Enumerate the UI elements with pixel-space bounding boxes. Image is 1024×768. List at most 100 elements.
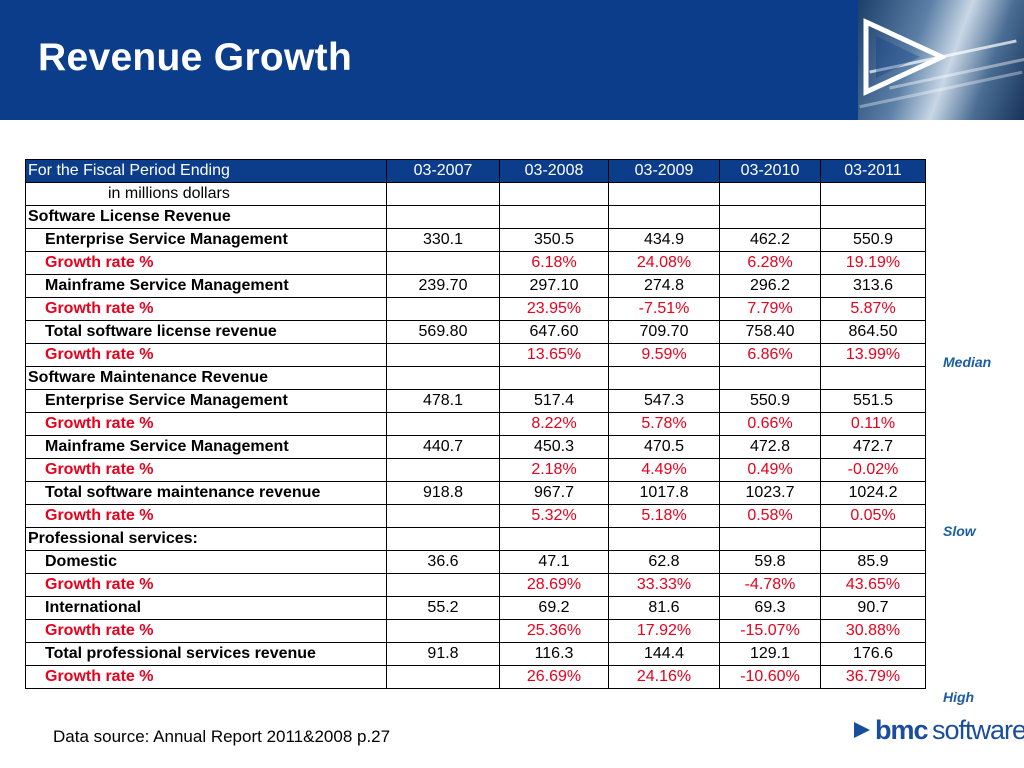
table-cell: 330.1 — [386, 228, 500, 252]
table-cell: 47.1 — [499, 550, 609, 574]
table-cell — [386, 366, 500, 390]
table-cell — [386, 182, 500, 206]
table-cell: 69.2 — [499, 596, 609, 620]
table-cell: 55.2 — [386, 596, 500, 620]
table-cell: 647.60 — [499, 320, 609, 344]
table-cell: 6.86% — [719, 343, 821, 367]
table-cell: 1024.2 — [820, 481, 926, 505]
table-cell: 0.11% — [820, 412, 926, 436]
table-cell: 176.6 — [820, 642, 926, 666]
table-cell: 472.8 — [719, 435, 821, 459]
column-header: 03-2008 — [499, 159, 609, 183]
table-cell: 450.3 — [499, 435, 609, 459]
column-header: 03-2010 — [719, 159, 821, 183]
revenue-table: For the Fiscal Period Ending 03-2007 03-… — [25, 159, 926, 689]
row-label: Growth rate % — [25, 619, 387, 643]
table-cell: 25.36% — [499, 619, 609, 643]
table-cell: 470.5 — [608, 435, 720, 459]
table-cell: 547.3 — [608, 389, 720, 413]
table-cell: 517.4 — [499, 389, 609, 413]
row-label: Growth rate % — [25, 343, 387, 367]
table-cell: -15.07% — [719, 619, 821, 643]
table-cell: 6.28% — [719, 251, 821, 275]
table-cell — [386, 412, 500, 436]
table-cell — [820, 366, 926, 390]
table-cell: 1017.8 — [608, 481, 720, 505]
table-row: Growth rate % 28.69% 33.33% -4.78% 43.65% — [25, 573, 926, 597]
table-cell: 297.10 — [499, 274, 609, 298]
table-row: Total professional services revenue 91.8 1… — [25, 642, 926, 666]
table-cell — [719, 205, 821, 229]
table-cell: 23.95% — [499, 297, 609, 321]
table-cell: 30.88% — [820, 619, 926, 643]
table-cell — [608, 182, 720, 206]
table-row: Mainframe Service Management 440.7 450.3 47… — [25, 435, 926, 459]
table-cell — [499, 527, 609, 551]
table-cell: 17.92% — [608, 619, 720, 643]
table-row: Total software maintenance revenue 918.8 9… — [25, 481, 926, 505]
table-row: Enterprise Service Management 478.1 517.4 5… — [25, 389, 926, 413]
table-cell: 918.8 — [386, 481, 500, 505]
table-cell — [386, 504, 500, 528]
table-cell: 91.8 — [386, 642, 500, 666]
table-cell: 5.18% — [608, 504, 720, 528]
table-cell: -7.51% — [608, 297, 720, 321]
row-label: Professional services: — [25, 527, 387, 551]
table-cell — [499, 205, 609, 229]
table-cell — [719, 182, 821, 206]
table-cell: 1023.7 — [719, 481, 821, 505]
column-header: 03-2009 — [608, 159, 720, 183]
logo-text-bold: bmc — [875, 715, 929, 745]
row-label: Growth rate % — [25, 297, 387, 321]
table-cell: 0.49% — [719, 458, 821, 482]
table-cell: 43.65% — [820, 573, 926, 597]
table-cell — [386, 619, 500, 643]
row-label: Domestic — [25, 550, 387, 574]
table-cell — [386, 205, 500, 229]
table-cell: 7.79% — [719, 297, 821, 321]
table-cell: 116.3 — [499, 642, 609, 666]
table-body: in millions dollars Software License Reve… — [25, 182, 926, 689]
row-label: Software Maintenance Revenue — [25, 366, 387, 390]
table-cell: 239.70 — [386, 274, 500, 298]
table-row: Software Maintenance Revenue — [25, 366, 926, 390]
table-cell: 551.5 — [820, 389, 926, 413]
table-cell: -4.78% — [719, 573, 821, 597]
table-cell: 440.7 — [386, 435, 500, 459]
row-label: Mainframe Service Management — [25, 435, 387, 459]
slow-annotation: Slow — [943, 523, 976, 539]
table-cell: 0.05% — [820, 504, 926, 528]
table-cell: 81.6 — [608, 596, 720, 620]
table-cell: 90.7 — [820, 596, 926, 620]
table-cell: 26.69% — [499, 665, 609, 689]
data-source-note: Data source: Annual Report 2011&2008 p.2… — [53, 727, 391, 746]
table-cell: 550.9 — [719, 389, 821, 413]
table-cell — [386, 665, 500, 689]
table-cell: 472.7 — [820, 435, 926, 459]
table-cell: 462.2 — [719, 228, 821, 252]
row-label: Software License Revenue — [25, 205, 387, 229]
table-cell: 350.5 — [499, 228, 609, 252]
column-header: 03-2007 — [386, 159, 500, 183]
table-cell: 864.50 — [820, 320, 926, 344]
table-cell: 0.58% — [719, 504, 821, 528]
table-cell: 313.6 — [820, 274, 926, 298]
logo-text-light: software — [932, 715, 1024, 745]
table-cell: 59.8 — [719, 550, 821, 574]
row-label: Mainframe Service Management — [25, 274, 387, 298]
table-cell — [820, 527, 926, 551]
table-cell — [499, 182, 609, 206]
table-cell: 144.4 — [608, 642, 720, 666]
table-row: Domestic 36.6 47.1 62.8 59.8 85.9 — [25, 550, 926, 574]
table-row: Enterprise Service Management 330.1 350.5 4… — [25, 228, 926, 252]
row-label: Total professional services revenue — [25, 642, 387, 666]
row-label: Growth rate % — [25, 412, 387, 436]
row-label: Enterprise Service Management — [25, 228, 387, 252]
table-cell — [719, 366, 821, 390]
table-cell — [608, 366, 720, 390]
table-cell — [608, 205, 720, 229]
table-cell: 434.9 — [608, 228, 720, 252]
table-row: Growth rate % 2.18% 4.49% 0.49% -0.02% — [25, 458, 926, 482]
table-row: Growth rate % 8.22% 5.78% 0.66% 0.11% — [25, 412, 926, 436]
table-cell: 2.18% — [499, 458, 609, 482]
